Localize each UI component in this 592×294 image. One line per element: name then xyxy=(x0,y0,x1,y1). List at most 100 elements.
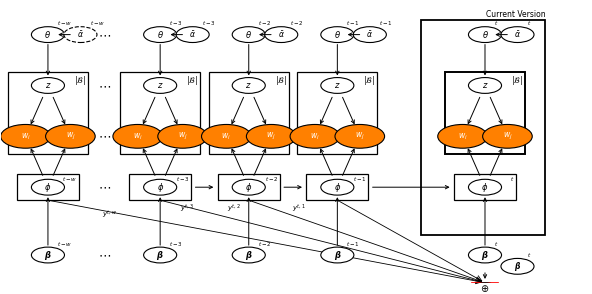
Text: $t-1$: $t-1$ xyxy=(379,19,393,27)
Bar xyxy=(472,283,498,294)
Circle shape xyxy=(113,124,163,148)
Bar xyxy=(129,174,191,200)
Circle shape xyxy=(232,179,265,195)
Text: $z$: $z$ xyxy=(482,81,488,90)
Text: $y^{t,1}$: $y^{t,1}$ xyxy=(292,202,306,214)
Text: $w_j$: $w_j$ xyxy=(355,131,365,142)
Circle shape xyxy=(201,124,251,148)
Text: Current Version: Current Version xyxy=(485,10,545,19)
Text: $w_i$: $w_i$ xyxy=(221,131,231,142)
Text: $|\mathcal{B}|$: $|\mathcal{B}|$ xyxy=(511,74,523,87)
Bar xyxy=(120,72,200,154)
Bar xyxy=(209,72,289,154)
Text: $t-3$: $t-3$ xyxy=(169,240,183,248)
Text: $\cdots$: $\cdots$ xyxy=(98,248,111,262)
Text: $\boldsymbol{\beta}$: $\boldsymbol{\beta}$ xyxy=(44,248,52,262)
Circle shape xyxy=(31,27,65,43)
Text: $z$: $z$ xyxy=(246,81,252,90)
Text: $\boldsymbol{\beta}$: $\boldsymbol{\beta}$ xyxy=(481,248,489,262)
Text: $t-3$: $t-3$ xyxy=(169,19,183,27)
Text: $w_j$: $w_j$ xyxy=(66,131,75,142)
Circle shape xyxy=(468,247,501,263)
Circle shape xyxy=(472,283,498,294)
Circle shape xyxy=(31,247,65,263)
Text: $t-1$: $t-1$ xyxy=(346,19,361,27)
Bar xyxy=(8,72,88,154)
Bar xyxy=(297,72,377,154)
Bar xyxy=(454,174,516,200)
Circle shape xyxy=(1,124,50,148)
Text: $|\mathcal{B}|$: $|\mathcal{B}|$ xyxy=(363,74,375,87)
Text: $\bar{\alpha}$: $\bar{\alpha}$ xyxy=(278,29,285,40)
Circle shape xyxy=(144,78,176,93)
Text: $t-w$: $t-w$ xyxy=(57,19,72,27)
Circle shape xyxy=(437,124,487,148)
Text: $|\mathcal{B}|$: $|\mathcal{B}|$ xyxy=(186,74,198,87)
Text: $\cdots$: $\cdots$ xyxy=(98,130,111,143)
Circle shape xyxy=(321,27,354,43)
Text: $t-1$: $t-1$ xyxy=(353,175,367,183)
Circle shape xyxy=(335,124,385,148)
Text: $\bar{\alpha}$: $\bar{\alpha}$ xyxy=(514,29,521,40)
Text: $w_j$: $w_j$ xyxy=(178,131,188,142)
Circle shape xyxy=(246,124,296,148)
Circle shape xyxy=(468,78,501,93)
Text: $\bar{\alpha}$: $\bar{\alpha}$ xyxy=(189,29,196,40)
Text: $\theta$: $\theta$ xyxy=(334,29,341,40)
Text: $t$: $t$ xyxy=(510,175,515,183)
Text: $\phi$: $\phi$ xyxy=(481,181,488,194)
Text: $w_i$: $w_i$ xyxy=(458,131,468,142)
Text: $z$: $z$ xyxy=(157,81,163,90)
Text: $\oplus$: $\oplus$ xyxy=(480,283,490,294)
Text: $|\mathcal{B}|$: $|\mathcal{B}|$ xyxy=(74,74,85,87)
Circle shape xyxy=(468,27,501,43)
Text: $\phi$: $\phi$ xyxy=(334,181,341,194)
Circle shape xyxy=(265,27,298,43)
Text: $\phi$: $\phi$ xyxy=(245,181,252,194)
Circle shape xyxy=(232,78,265,93)
Text: $t-w$: $t-w$ xyxy=(62,175,78,183)
Bar xyxy=(422,21,545,235)
Text: $w_i$: $w_i$ xyxy=(133,131,143,142)
Circle shape xyxy=(64,27,97,43)
Circle shape xyxy=(321,247,354,263)
Text: $t-2$: $t-2$ xyxy=(258,240,272,248)
Circle shape xyxy=(321,78,354,93)
Circle shape xyxy=(232,247,265,263)
Text: $t-2$: $t-2$ xyxy=(265,175,279,183)
Text: $\boldsymbol{\beta}$: $\boldsymbol{\beta}$ xyxy=(156,248,164,262)
Text: $w_i$: $w_i$ xyxy=(310,131,320,142)
Text: $t$: $t$ xyxy=(494,240,498,248)
Circle shape xyxy=(353,27,387,43)
Bar xyxy=(306,174,368,200)
Text: $\phi$: $\phi$ xyxy=(156,181,164,194)
Text: $z$: $z$ xyxy=(44,81,52,90)
Text: $\bar{\alpha}$: $\bar{\alpha}$ xyxy=(77,29,84,40)
Text: $t-2$: $t-2$ xyxy=(290,19,304,27)
Text: $y^{t,w}$: $y^{t,w}$ xyxy=(102,208,117,220)
Circle shape xyxy=(144,27,176,43)
Text: $|\mathcal{B}|$: $|\mathcal{B}|$ xyxy=(275,74,287,87)
Text: $\phi$: $\phi$ xyxy=(44,181,52,194)
Circle shape xyxy=(158,124,207,148)
Text: $\bar{\alpha}$: $\bar{\alpha}$ xyxy=(366,29,374,40)
Circle shape xyxy=(501,27,534,43)
Text: $\cdots$: $\cdots$ xyxy=(98,79,111,92)
Circle shape xyxy=(144,247,176,263)
Text: $\theta$: $\theta$ xyxy=(245,29,252,40)
Text: $\cdots$: $\cdots$ xyxy=(98,181,111,194)
Text: $\theta$: $\theta$ xyxy=(157,29,163,40)
Text: $w_j$: $w_j$ xyxy=(266,131,276,142)
Text: $\boldsymbol{\beta}$: $\boldsymbol{\beta}$ xyxy=(333,248,341,262)
Text: $t$: $t$ xyxy=(526,251,531,259)
Text: $t$: $t$ xyxy=(526,19,531,27)
Circle shape xyxy=(176,27,209,43)
Circle shape xyxy=(46,124,95,148)
Text: $t-3$: $t-3$ xyxy=(202,19,215,27)
Text: $t-2$: $t-2$ xyxy=(258,19,272,27)
Text: $\cdots$: $\cdots$ xyxy=(98,28,111,41)
Text: $y^{t,2}$: $y^{t,2}$ xyxy=(227,202,241,214)
Text: $w_i$: $w_i$ xyxy=(21,131,30,142)
Text: $\theta$: $\theta$ xyxy=(481,29,488,40)
Circle shape xyxy=(31,78,65,93)
